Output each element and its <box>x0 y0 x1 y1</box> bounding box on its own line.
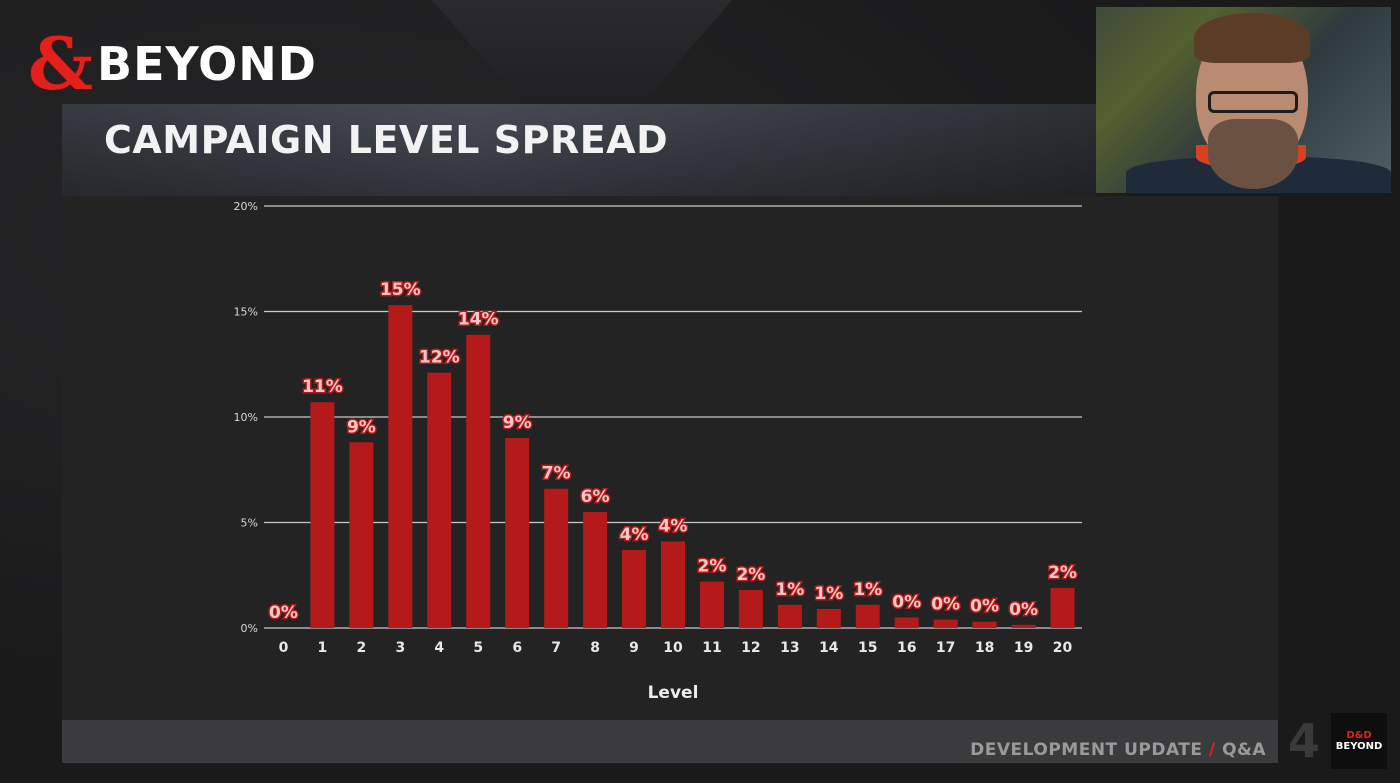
x-tick-label: 7 <box>551 640 561 656</box>
x-tick-label: 16 <box>897 640 916 656</box>
x-tick-label: 11 <box>702 640 721 656</box>
data-label: 2% <box>698 557 727 577</box>
x-tick-label: 15 <box>858 640 877 656</box>
x-tick-label: 0 <box>279 640 289 656</box>
x-tick-label: 8 <box>590 640 600 656</box>
x-tick-label: 5 <box>473 640 483 656</box>
x-tick-label: 6 <box>512 640 522 656</box>
data-label: 1% <box>814 584 843 604</box>
bar <box>427 372 452 628</box>
data-label: 0% <box>892 592 921 612</box>
x-tick-label: 17 <box>936 640 955 656</box>
x-tick-label: 1 <box>318 640 328 656</box>
bar <box>777 604 802 628</box>
footer-bar: DEVELOPMENT UPDATE / Q&A <box>62 720 1278 763</box>
y-tick-label: 20% <box>234 200 258 213</box>
footer-part2: Q&A <box>1222 740 1266 760</box>
data-label: 0% <box>970 597 999 617</box>
bar <box>349 442 374 628</box>
webcam-person-hair <box>1194 13 1310 63</box>
bar <box>738 590 763 628</box>
logo-wordmark: BEYOND <box>97 37 317 91</box>
webcam-person-beard <box>1208 119 1298 189</box>
x-tick-label: 13 <box>780 640 799 656</box>
x-tick-label: 12 <box>741 640 760 656</box>
y-tick-label: 15% <box>234 306 258 319</box>
webcam-feed <box>1096 7 1391 193</box>
chart-panel: 0% 5% 10% 15% 20% 0% 0 11% 1 9% 2 15% 3 12% 4 14% 5 9% 6 7%… <box>62 196 1278 720</box>
data-label: 1% <box>775 580 804 600</box>
data-label: 12% <box>419 348 460 368</box>
bar <box>855 604 880 628</box>
bar <box>466 334 491 628</box>
footer-part1: DEVELOPMENT UPDATE <box>970 740 1203 760</box>
webcam-person-glasses <box>1208 91 1298 113</box>
dnd-beyond-logo: & BEYOND <box>28 26 317 102</box>
footer-slash: / <box>1208 740 1216 760</box>
bar <box>388 305 413 628</box>
footer-caption: DEVELOPMENT UPDATE / Q&A <box>970 740 1266 760</box>
bar <box>544 488 569 628</box>
bar <box>622 549 647 628</box>
data-label: 4% <box>659 516 688 536</box>
bar <box>583 511 608 628</box>
data-label: 0% <box>931 595 960 615</box>
bar <box>310 402 335 628</box>
bar <box>1050 587 1075 628</box>
y-tick-label: 0% <box>241 622 258 635</box>
bar <box>661 541 685 628</box>
bar <box>1011 624 1036 628</box>
data-label: 1% <box>853 580 882 600</box>
x-axis-label: Level <box>648 683 699 703</box>
x-tick-label: 14 <box>819 640 839 656</box>
bar <box>699 581 724 628</box>
data-label: 14% <box>458 310 499 330</box>
bar <box>933 619 958 628</box>
y-tick-label: 10% <box>234 411 258 424</box>
data-label: 2% <box>736 565 765 585</box>
x-tick-label: 9 <box>629 640 639 656</box>
bar <box>505 438 530 628</box>
mini-logo-amp: D&D <box>1346 729 1372 741</box>
x-tick-label: 3 <box>395 640 405 656</box>
x-tick-label: 20 <box>1053 640 1073 656</box>
data-label: 0% <box>269 603 298 623</box>
bar <box>894 617 919 628</box>
data-label: 9% <box>503 413 532 433</box>
data-label: 15% <box>380 280 421 300</box>
y-tick-label: 5% <box>241 517 258 530</box>
x-tick-label: 19 <box>1014 640 1033 656</box>
x-tick-label: 2 <box>357 640 367 656</box>
bar-chart: 0% 5% 10% 15% 20% 0% 0 11% 1 9% 2 15% 3 12% 4 14% 5 9% 6 7%… <box>234 200 1082 703</box>
data-label: 6% <box>581 487 610 507</box>
data-label: 2% <box>1048 563 1077 583</box>
data-label: 7% <box>542 464 571 484</box>
bar <box>972 621 997 628</box>
ampersand-dragon-icon: & <box>28 21 94 106</box>
x-tick-label: 4 <box>434 640 444 656</box>
mini-logo-text: BEYOND <box>1335 740 1383 752</box>
slide-title: CAMPAIGN LEVEL SPREAD <box>104 118 669 162</box>
data-label: 4% <box>620 525 649 545</box>
bar <box>816 609 841 628</box>
x-tick-label: 18 <box>975 640 994 656</box>
data-label: 0% <box>1009 600 1038 620</box>
mini-dnd-beyond-logo: D&D BEYOND <box>1331 713 1387 769</box>
title-banner: CAMPAIGN LEVEL SPREAD <box>62 104 1096 196</box>
decorative-number: 4 <box>1288 714 1321 768</box>
data-label: 11% <box>302 377 343 397</box>
data-label: 9% <box>347 417 376 437</box>
x-tick-label: 10 <box>663 640 683 656</box>
